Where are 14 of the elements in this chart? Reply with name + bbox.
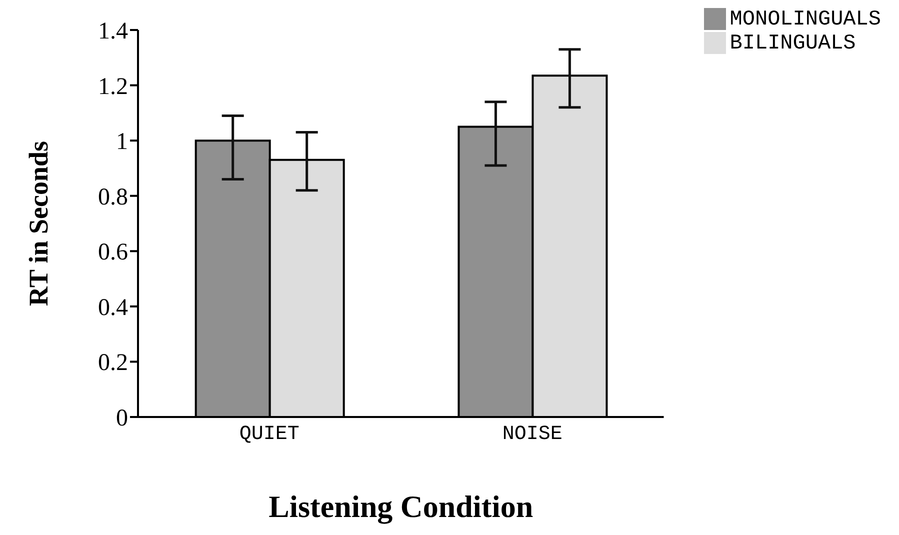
y-tick-label: 1.2 (98, 74, 128, 100)
y-tick-label: 1 (116, 129, 128, 156)
legend-label: BILINGUALS (730, 32, 856, 56)
y-tick-label: 0.8 (98, 184, 128, 210)
y-tick-label: 0 (116, 406, 128, 432)
x-tick-label: QUIET (239, 423, 300, 446)
y-tick-label: 1.4 (98, 18, 128, 45)
y-axis-title: RT in Seconds (24, 140, 54, 306)
x-axis-title: Listening Condition (268, 489, 534, 524)
y-tick-label: 0.4 (98, 294, 128, 321)
y-tick-label: 0.6 (98, 240, 128, 266)
y-tick-label: 0.2 (98, 350, 128, 376)
x-tick-label: NOISE (502, 423, 562, 446)
legend-label: MONOLINGUALS (730, 8, 881, 32)
